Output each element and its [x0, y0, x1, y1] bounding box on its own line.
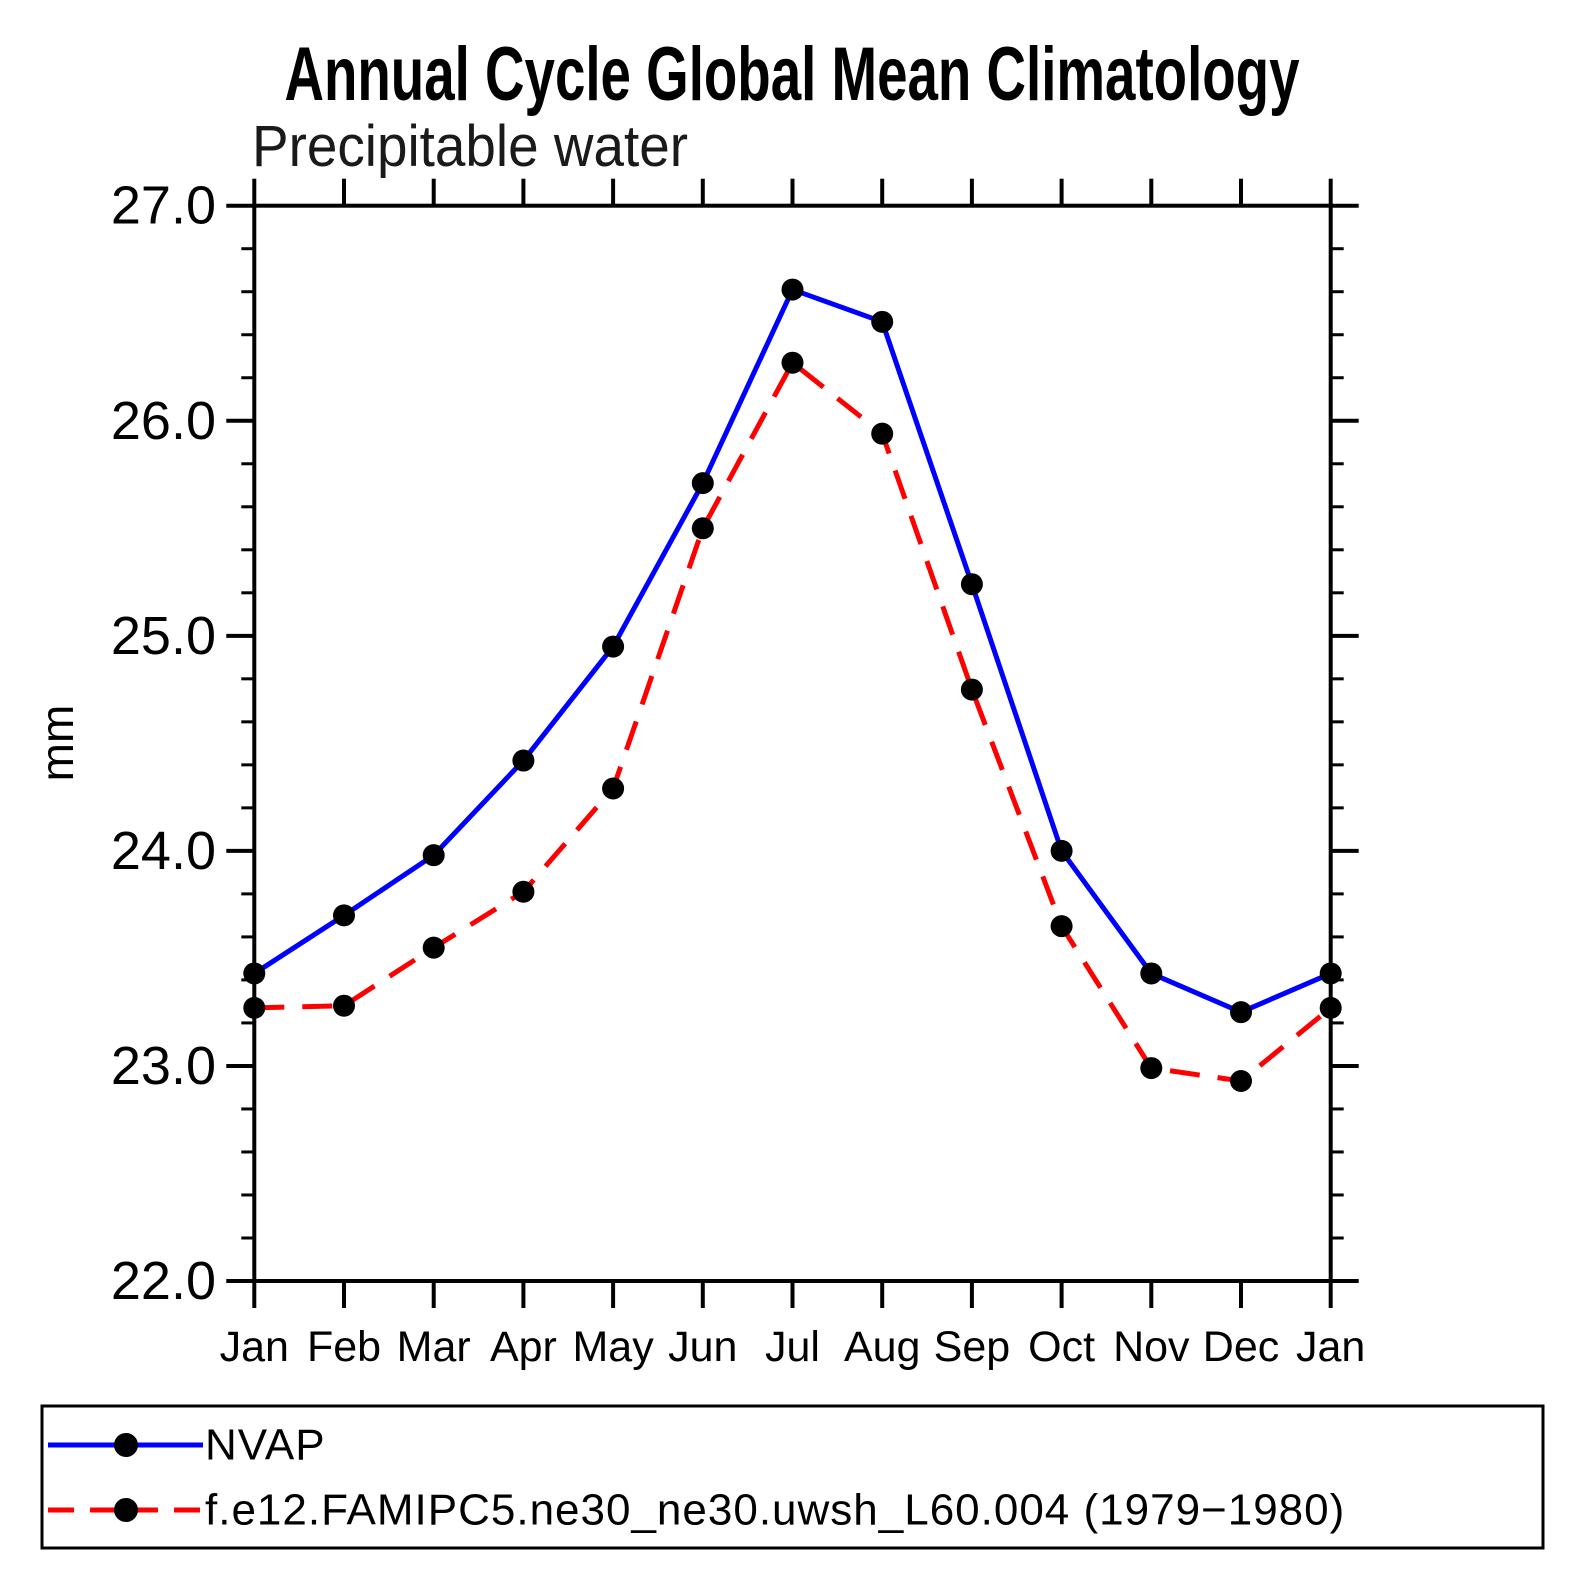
data-point-marker: [960, 678, 983, 701]
data-point-marker: [1050, 915, 1073, 938]
y-axis-label: mm: [31, 705, 83, 782]
data-point-marker: [422, 936, 445, 959]
data-point-marker: [1319, 962, 1342, 985]
data-point-marker: [691, 517, 714, 540]
legend-marker-nvap: [114, 1433, 138, 1457]
data-point-marker: [781, 278, 804, 301]
plot-frame-and-ticks: [226, 178, 1359, 1308]
x-tick-label: Dec: [1203, 1323, 1279, 1371]
x-tick-label: Sep: [934, 1323, 1011, 1371]
y-tick-label: 24.0: [111, 821, 216, 881]
data-point-marker: [1230, 1001, 1252, 1024]
y-tick-label: 25.0: [111, 606, 216, 666]
x-tick-label: Jul: [765, 1323, 820, 1371]
x-tick-label: Jun: [668, 1323, 737, 1371]
series-line: [252, 286, 1332, 1015]
x-tick-labels: Jan Feb Mar Apr May Jun Jul Aug Sep Oct Nov Dec Jan: [220, 1323, 1366, 1371]
x-tick-label: Aug: [844, 1323, 921, 1371]
y-tick-label: 26.0: [111, 391, 216, 451]
x-tick-label: Feb: [307, 1323, 381, 1371]
series-line: [254, 358, 1333, 1084]
y-tick-labels: 22.0 23.0 24.0 25.0 26.0 27.0: [111, 176, 216, 1311]
x-tick-label: Oct: [1028, 1323, 1095, 1371]
x-tick-label: Apr: [490, 1323, 557, 1371]
series-model: [243, 351, 1342, 1092]
data-point-marker: [871, 310, 894, 333]
chart-subtitle: Precipitable water: [252, 114, 688, 179]
data-point-marker: [243, 996, 266, 1019]
y-tick-label: 23.0: [111, 1036, 216, 1096]
legend-label-nvap: NVAP: [205, 1421, 326, 1470]
data-point-marker: [512, 749, 535, 772]
data-point-marker: [333, 994, 355, 1017]
x-tick-label: Jan: [220, 1323, 289, 1371]
data-point-marker: [602, 777, 625, 800]
series-lines-and-markers: [243, 278, 1342, 1092]
data-point-marker: [333, 904, 355, 927]
data-point-marker: [691, 472, 714, 495]
chart-title: Annual Cycle Global Mean Climatology: [285, 32, 1300, 117]
data-point-marker: [871, 422, 894, 445]
data-point-marker: [512, 880, 535, 903]
data-point-marker: [1319, 996, 1342, 1019]
data-point-marker: [1230, 1069, 1252, 1092]
series-nvap: [243, 278, 1342, 1024]
x-tick-label: Nov: [1113, 1323, 1190, 1371]
data-point-marker: [1050, 839, 1073, 862]
data-point-marker: [1140, 962, 1163, 985]
x-tick-label: May: [572, 1323, 654, 1371]
y-tick-label: 22.0: [111, 1251, 216, 1311]
data-point-marker: [243, 962, 266, 985]
legend: NVAP f.e12.FAMIPC5.ne30_ne30.uwsh_L60.00…: [40, 1404, 1545, 1550]
data-point-marker: [960, 573, 983, 596]
legend-box: [40, 1404, 1545, 1550]
legend-marker-model: [114, 1498, 138, 1522]
legend-label-model: f.e12.FAMIPC5.ne30_ne30.uwsh_L60.004 (19…: [205, 1486, 1345, 1535]
y-tick-label: 27.0: [111, 176, 216, 236]
data-point-marker: [781, 351, 804, 374]
data-point-marker: [422, 844, 445, 867]
x-tick-label: Mar: [397, 1323, 471, 1371]
data-point-marker: [602, 635, 625, 658]
data-point-marker: [1140, 1057, 1163, 1080]
x-tick-label: Jan: [1296, 1323, 1365, 1371]
